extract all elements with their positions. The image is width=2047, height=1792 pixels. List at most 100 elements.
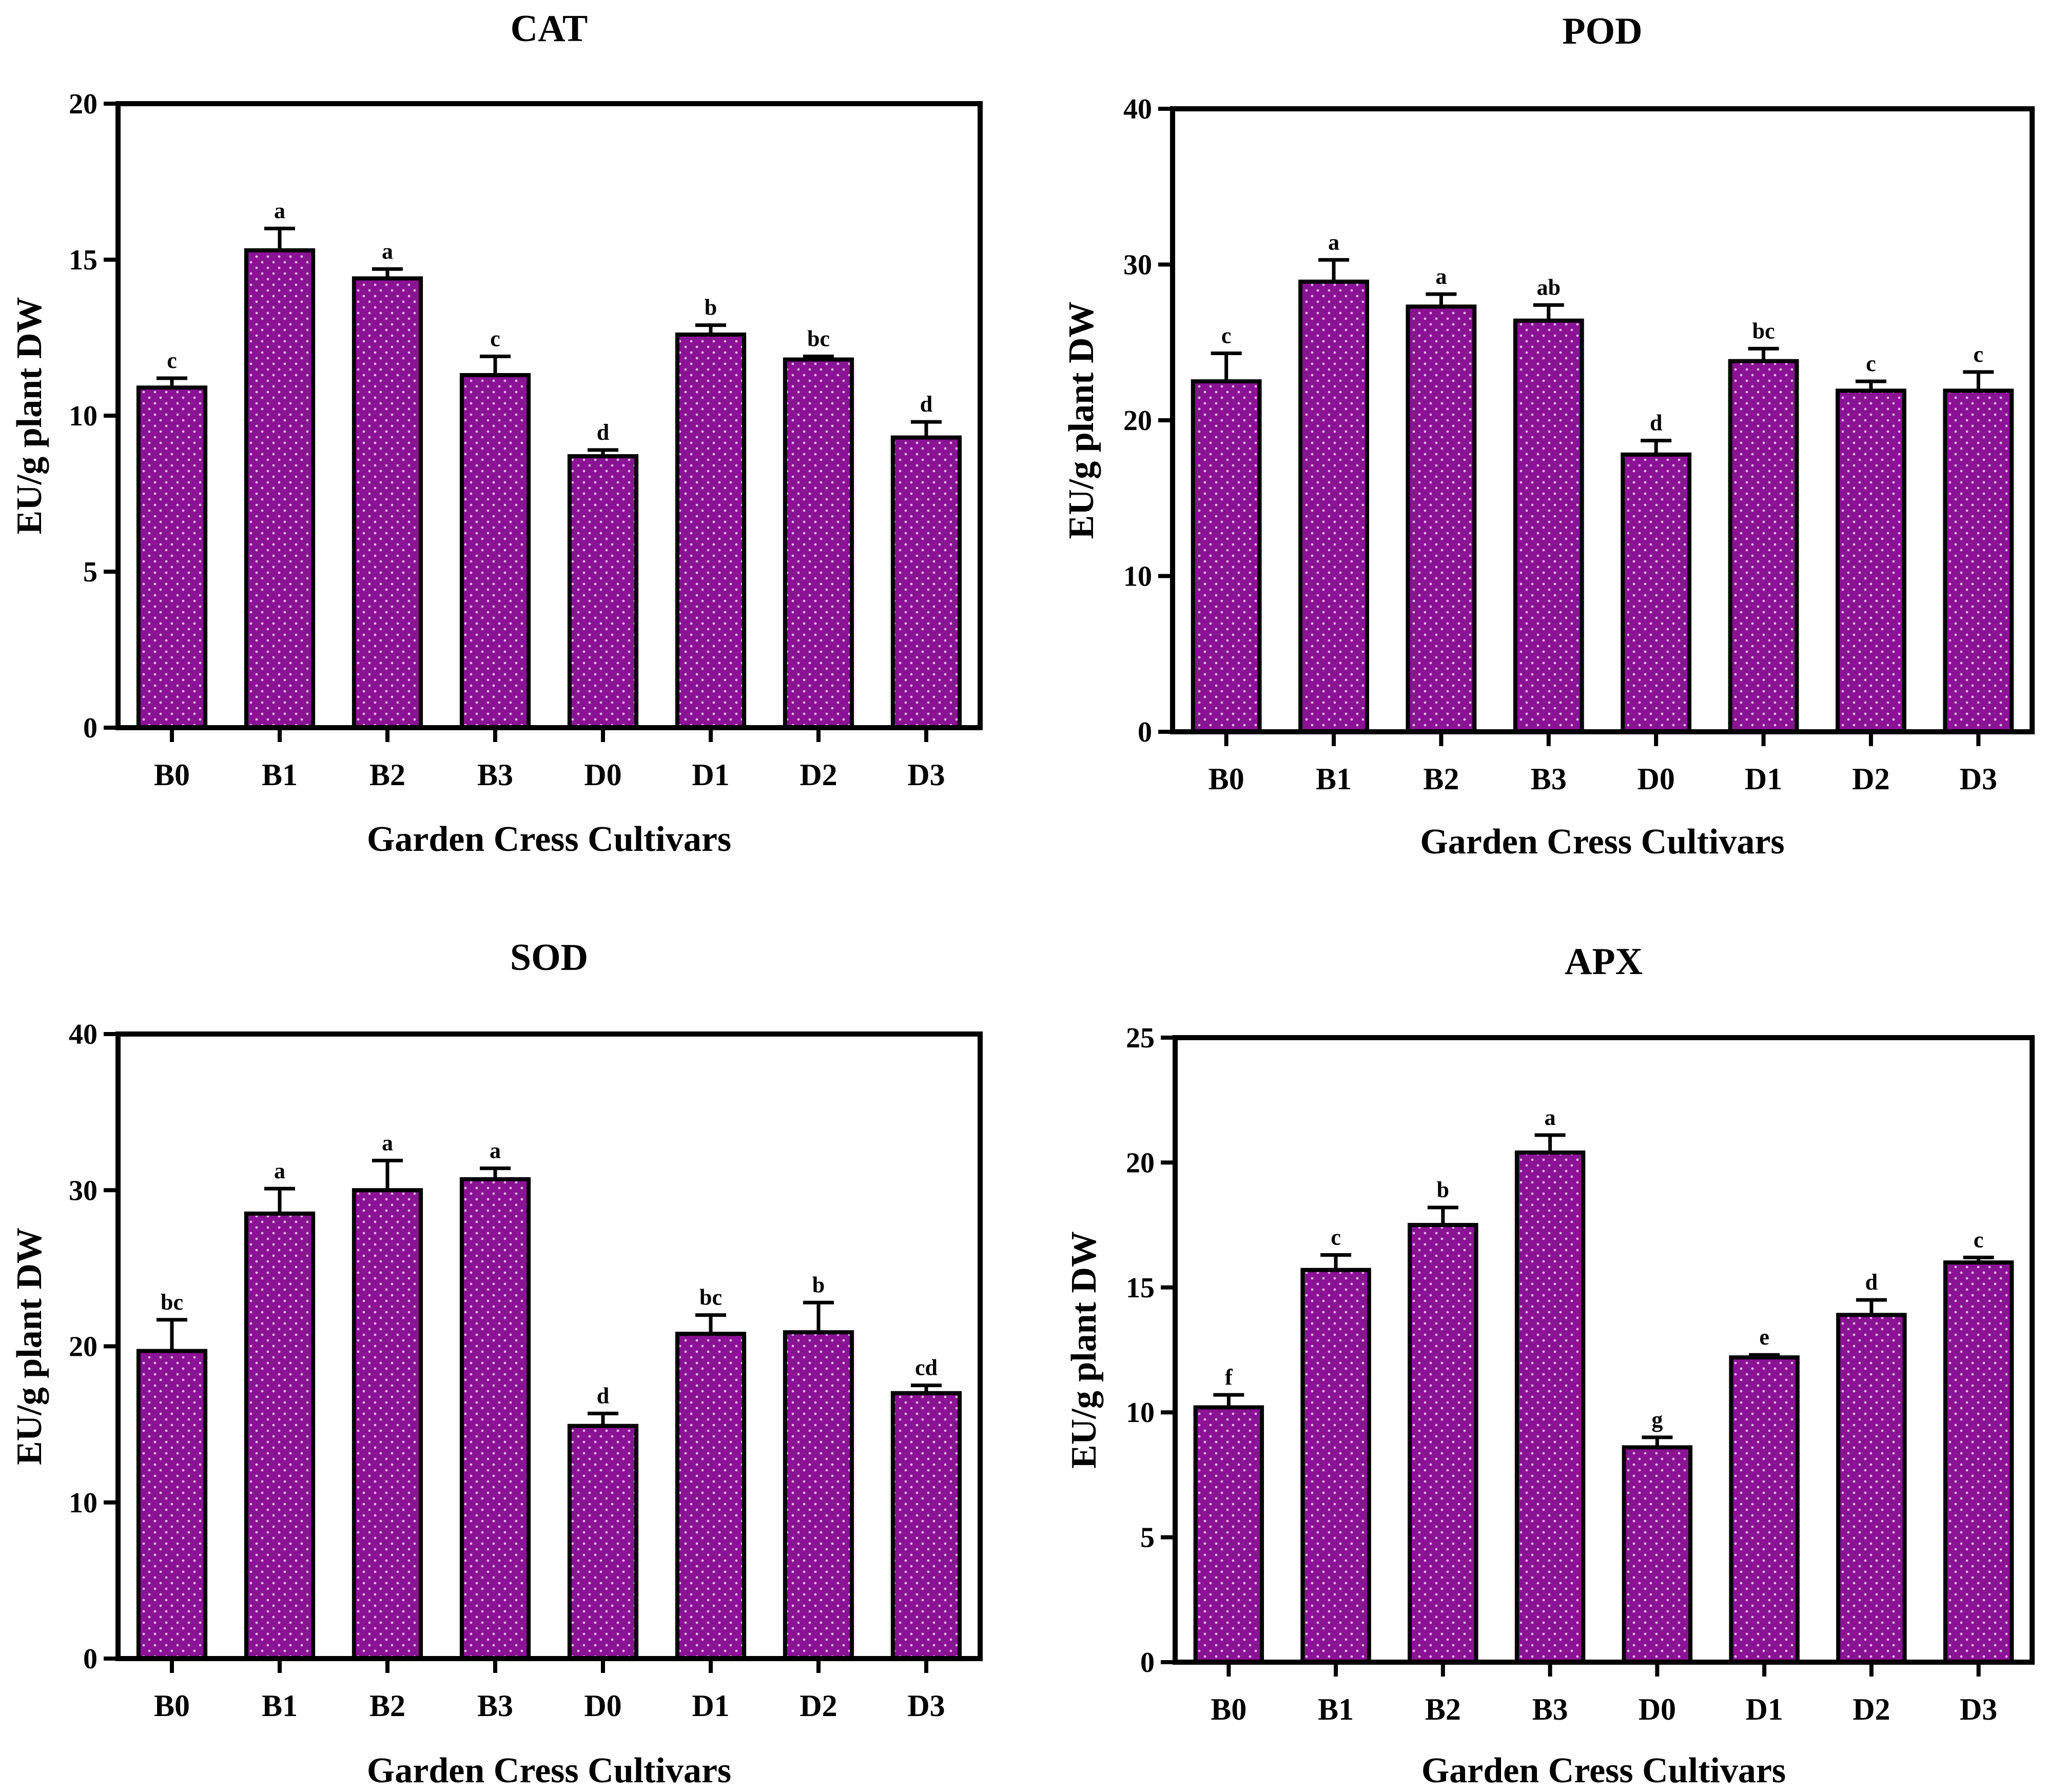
x-tick-label: B2 — [369, 758, 405, 792]
x-tick-label: D1 — [1745, 762, 1782, 796]
significance-label: c — [167, 348, 177, 373]
y-tick-label: 40 — [69, 1019, 98, 1050]
y-tick-label: 10 — [69, 1487, 98, 1519]
significance-label: d — [920, 392, 932, 417]
significance-label: f — [1225, 1365, 1233, 1390]
x-tick-label: B1 — [1318, 1692, 1354, 1726]
chart-title: SOD — [510, 937, 588, 979]
significance-label: bc — [161, 1290, 183, 1315]
x-tick-label: D3 — [1960, 762, 1997, 796]
x-tick-label: B2 — [1423, 762, 1459, 796]
bar-b0 — [136, 1349, 208, 1661]
y-tick-label: 20 — [69, 1331, 98, 1363]
x-axis-label: Garden Cress Cultivars — [1421, 1751, 1786, 1789]
significance-label: bc — [1752, 318, 1775, 343]
significance-label: bc — [807, 326, 830, 351]
y-tick-label: 40 — [1123, 93, 1152, 125]
x-tick-label: D0 — [584, 758, 621, 792]
significance-label: b — [812, 1272, 825, 1297]
significance-label: d — [1650, 410, 1662, 435]
y-tick-label: 0 — [1140, 1647, 1155, 1679]
x-tick-label: B0 — [1211, 1692, 1246, 1726]
y-tick-label: 10 — [1123, 561, 1152, 593]
x-tick-label: D3 — [907, 758, 945, 792]
y-tick-label: 30 — [1123, 249, 1152, 281]
significance-label: a — [382, 239, 393, 264]
significance-label: a — [382, 1130, 393, 1155]
x-axis-label: Garden Cress Cultivars — [367, 820, 731, 859]
x-axis-label: Garden Cress Cultivars — [1420, 822, 1784, 862]
x-tick-label: D1 — [692, 1689, 729, 1723]
bar-d3 — [1943, 388, 2014, 734]
significance-label: d — [597, 420, 609, 445]
chart-panel-pod: POD 0 10 20 30 40 c B0 a B1 a B2 ab B3 d D0 bc D1 c D2 c D3 Ga… — [1062, 10, 2035, 862]
chart-panel-sod: SOD 0 10 20 30 40 bc B0 a B1 a B2 a B3 d D0 bc D1 b D2 cd D3 G… — [10, 937, 983, 1790]
chart-title: APX — [1565, 941, 1643, 983]
x-tick-label: B3 — [477, 1689, 513, 1723]
significance-label: g — [1651, 1407, 1663, 1432]
x-tick-label: D3 — [1960, 1692, 1997, 1726]
significance-label: d — [1865, 1270, 1878, 1295]
bar-b3 — [1513, 318, 1584, 734]
x-tick-label: B0 — [154, 758, 190, 792]
y-tick-label: 10 — [1126, 1397, 1155, 1429]
bar-d0 — [1621, 452, 1692, 734]
bar-b3 — [1514, 1150, 1586, 1664]
bar-d0 — [567, 1424, 639, 1661]
x-axis-label: Garden Cress Cultivars — [367, 1751, 731, 1789]
plot-frame — [115, 101, 983, 730]
x-tick-label: D0 — [1637, 762, 1675, 796]
bar-b0 — [1191, 379, 1262, 734]
y-tick-label: 5 — [1140, 1522, 1155, 1554]
significance-label: d — [597, 1383, 609, 1408]
bar-b1 — [1300, 1268, 1371, 1665]
bar-b2 — [352, 1188, 423, 1661]
significance-label: cd — [915, 1355, 938, 1380]
bar-d3 — [890, 435, 962, 730]
significance-label: a — [274, 1158, 285, 1183]
bar-d1 — [1729, 1355, 1800, 1664]
y-axis-label: EU/g plant DW — [10, 297, 49, 535]
significance-label: bc — [699, 1285, 722, 1310]
bar-d1 — [675, 1332, 747, 1661]
significance-label: c — [1331, 1225, 1341, 1250]
bar-d1 — [675, 332, 747, 730]
significance-label: a — [274, 198, 285, 223]
bar-b3 — [459, 1177, 531, 1661]
significance-label: c — [1974, 342, 1984, 367]
significance-label: b — [1437, 1177, 1449, 1202]
x-tick-label: D2 — [800, 1689, 837, 1723]
bar-b1 — [244, 1211, 316, 1661]
significance-label: a — [490, 1138, 501, 1163]
x-tick-label: B0 — [1208, 762, 1244, 796]
significance-label: c — [1866, 351, 1876, 376]
y-tick-label: 20 — [1126, 1147, 1155, 1179]
x-tick-label: B1 — [1316, 762, 1352, 796]
x-tick-label: B2 — [369, 1689, 405, 1723]
bar-b3 — [459, 373, 531, 730]
bar-d2 — [783, 357, 854, 730]
y-axis-label: EU/g plant DW — [1062, 302, 1101, 539]
plot-frame — [1170, 106, 2035, 734]
chart-title: POD — [1562, 10, 1642, 52]
y-tick-label: 5 — [83, 556, 98, 588]
bar-d3 — [890, 1391, 962, 1661]
significance-label: e — [1759, 1324, 1769, 1350]
x-tick-label: B1 — [262, 1689, 298, 1723]
x-tick-label: B1 — [262, 758, 298, 792]
bar-b2 — [1408, 1223, 1478, 1665]
y-tick-label: 25 — [1126, 1022, 1155, 1054]
x-tick-label: D0 — [1639, 1692, 1676, 1726]
y-tick-label: 15 — [69, 244, 98, 276]
bar-d1 — [1728, 359, 1799, 734]
significance-label: c — [1221, 323, 1232, 348]
x-tick-label: B3 — [477, 758, 513, 792]
x-tick-label: D2 — [1853, 1692, 1890, 1726]
y-tick-label: 20 — [1123, 405, 1152, 437]
y-tick-label: 10 — [69, 400, 98, 432]
plot-frame — [115, 1031, 983, 1661]
y-tick-label: 30 — [69, 1175, 98, 1206]
x-tick-label: B0 — [154, 1689, 190, 1723]
bar-b1 — [1298, 279, 1369, 734]
